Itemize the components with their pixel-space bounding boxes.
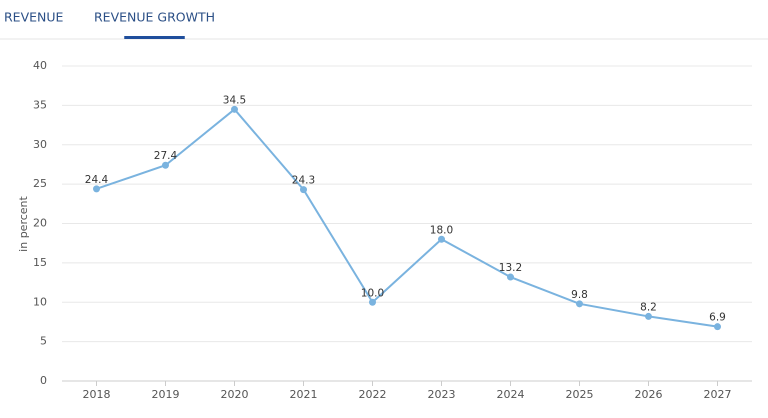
x-tick-label: 2019 — [152, 388, 180, 401]
y-tick-label: 0 — [40, 374, 47, 387]
active-tab-indicator — [124, 36, 185, 39]
x-tick-label: 2022 — [359, 388, 387, 401]
y-tick-label: 20 — [33, 217, 47, 230]
x-tick-label: 2025 — [566, 388, 594, 401]
tab[interactable]: REVENUE GROWTH — [94, 10, 215, 25]
point — [714, 323, 721, 331]
value-label: 8.2 — [640, 301, 657, 313]
point — [645, 312, 652, 320]
value-label: 6.9 — [709, 312, 726, 324]
point — [438, 235, 445, 243]
y-axis-label: in percent — [17, 195, 30, 251]
point — [369, 298, 376, 306]
y-tick-label: 30 — [33, 138, 47, 151]
point — [576, 300, 583, 308]
value-label: 24.4 — [85, 174, 109, 186]
value-label: 24.3 — [292, 175, 315, 187]
value-label: 18.0 — [430, 224, 453, 236]
y-tick-label: 35 — [33, 98, 47, 111]
x-tick-label: 2020 — [221, 388, 249, 401]
y-tick-label: 40 — [33, 59, 47, 72]
x-tick-label: 2027 — [704, 388, 732, 401]
value-label: 34.5 — [223, 94, 246, 106]
x-tick-label: 2026 — [635, 388, 663, 401]
point — [93, 185, 100, 193]
point — [507, 273, 514, 281]
y-tick-label: 25 — [33, 177, 47, 190]
value-label: 9.8 — [571, 289, 588, 301]
y-tick-label: 15 — [33, 256, 47, 269]
x-tick-label: 2023 — [428, 388, 456, 401]
point — [300, 186, 307, 194]
point — [231, 105, 238, 113]
x-tick-label: 2021 — [290, 388, 318, 401]
y-tick-label: 10 — [33, 295, 47, 308]
x-tick-label: 2024 — [497, 388, 525, 401]
value-label: 13.2 — [499, 262, 522, 274]
tab[interactable]: REVENUE — [4, 10, 64, 25]
line — [96, 107, 718, 328]
point — [162, 161, 169, 169]
x-tick-label: 2018 — [83, 388, 111, 401]
value-label: 27.4 — [154, 150, 178, 162]
y-tick-label: 5 — [40, 335, 47, 348]
value-label: 10.0 — [361, 287, 384, 299]
